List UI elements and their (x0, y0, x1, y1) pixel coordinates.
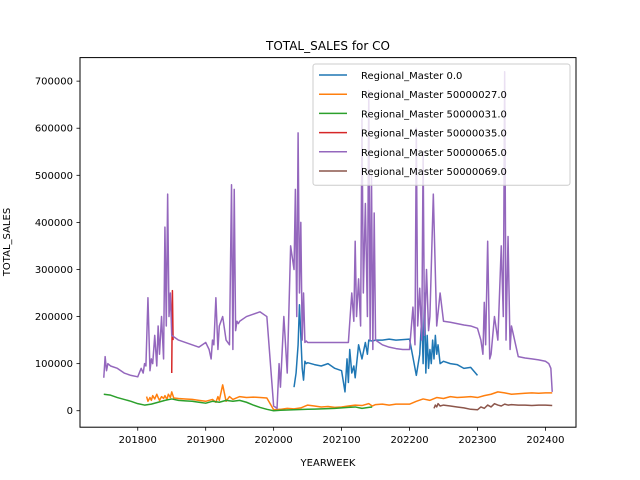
plot-lines (103, 70, 553, 412)
series-line-2 (103, 393, 373, 412)
y-axis: 0 100000 200000 300000 400000 500000 600000 700… (35, 77, 80, 417)
y-tick-label-6: 600000 (35, 124, 73, 135)
x-tick-label-4: 202200 (390, 435, 428, 446)
plot-frame (79, 57, 577, 428)
x-tick-label-1: 201900 (187, 435, 225, 446)
x-tick-label-3: 202100 (322, 435, 360, 446)
legend-label-3: Regional_Master 50000035.0 (361, 129, 507, 140)
y-axis-title: TOTAL_SALES (2, 208, 13, 277)
y-tick-label-5: 500000 (35, 171, 73, 182)
series-line-0 (293, 292, 479, 393)
legend-label-0: Regional_Master 0.0 (361, 71, 462, 82)
series-line-1 (145, 384, 553, 411)
legend-label-5: Regional_Master 50000069.0 (361, 167, 507, 178)
x-axis: 201800 201900 202000 202100 202200 202300 2024… (119, 427, 565, 446)
legend: Regional_Master 0.0 Regional_Master 50000… (312, 63, 571, 186)
y-tick-label-3: 300000 (35, 265, 73, 276)
chart-title: TOTAL_SALES for CO (265, 39, 390, 53)
y-tick-label-2: 200000 (35, 312, 73, 323)
x-tick-label-5: 202300 (458, 435, 496, 446)
x-axis-title: YEARWEEK (300, 458, 356, 469)
series-line-4 (103, 70, 553, 410)
legend-label-1: Regional_Master 50000027.0 (361, 90, 507, 101)
x-tick-label-2: 202000 (255, 435, 293, 446)
series-line-5 (433, 402, 553, 411)
x-tick-label-0: 201800 (119, 435, 157, 446)
y-tick-label-4: 400000 (35, 218, 73, 229)
legend-box (312, 63, 571, 186)
series-line-3 (170, 289, 174, 374)
y-tick-label-7: 700000 (35, 77, 73, 88)
legend-label-2: Regional_Master 50000031.0 (361, 109, 507, 120)
legend-label-4: Regional_Master 50000065.0 (361, 148, 507, 159)
y-tick-label-1: 100000 (35, 359, 73, 370)
y-tick-label-0: 0 (67, 406, 73, 417)
x-tick-label-6: 202400 (526, 435, 564, 446)
